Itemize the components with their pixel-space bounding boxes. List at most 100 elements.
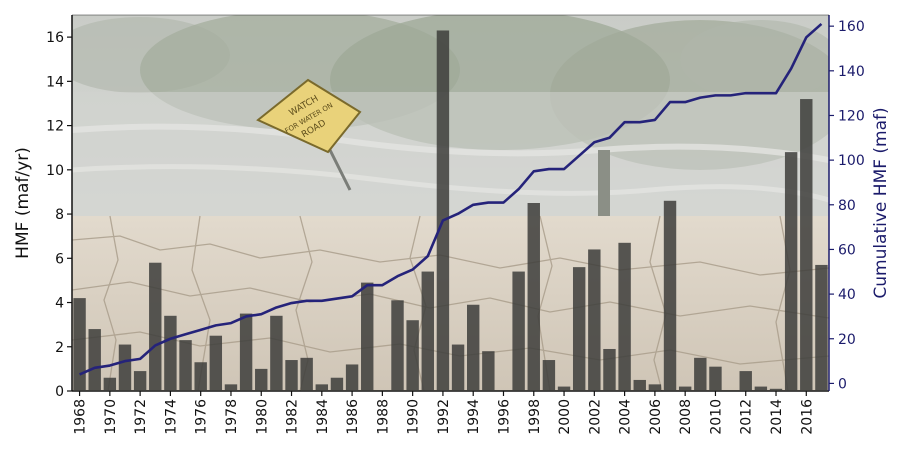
bar-series	[73, 30, 828, 392]
y-tick-label: 4	[55, 296, 64, 312]
x-tick-label: 2002	[587, 399, 603, 435]
bar-1972	[133, 371, 147, 391]
y-tick-label: 6	[55, 251, 64, 267]
bar-1974	[164, 315, 177, 391]
bar-1995	[482, 351, 495, 391]
bar-1971	[118, 344, 132, 391]
y2-tick-label: 100	[838, 153, 865, 169]
bar-1994	[467, 304, 480, 391]
x-tick-label: 2016	[799, 399, 815, 435]
bar-2004	[618, 242, 631, 391]
x-tick-label: 1978	[224, 399, 240, 435]
y2-tick-label: 140	[838, 64, 865, 80]
y-tick-label: 8	[55, 207, 64, 223]
y2-tick-label: 0	[838, 376, 847, 392]
x-tick-label: 1992	[436, 399, 452, 435]
y2-tick-label: 60	[838, 242, 856, 258]
y-tick-label: 12	[46, 119, 64, 135]
x-tick-label: 1990	[406, 399, 422, 435]
bar-2000	[557, 386, 571, 391]
bar-2003	[603, 348, 616, 391]
bar-2006	[648, 384, 662, 391]
bar-1969	[88, 329, 101, 391]
bar-2008	[678, 386, 692, 391]
y-tick-label: 0	[55, 384, 64, 400]
bar-1982	[285, 360, 298, 391]
x-tick-label: 1980	[254, 399, 270, 435]
bar-1977	[209, 335, 223, 391]
left-axis-ticks: 0 2 4 6 8 10 12 14 16	[46, 30, 72, 400]
cumulative-line	[79, 22, 823, 376]
right-axis-ticks: 0 20 40 60 80 100 120 140 160	[829, 19, 865, 392]
bar-2017	[815, 264, 828, 391]
bar-2001	[572, 267, 586, 391]
x-tick-label: 1984	[315, 399, 331, 435]
bar-1990	[406, 320, 419, 391]
y2-tick-label: 160	[838, 19, 865, 35]
x-tick-label: 1968	[73, 399, 89, 435]
bar-1975	[179, 340, 192, 391]
bar-1997	[512, 271, 525, 391]
bar-1973	[149, 262, 162, 391]
bar-1993	[451, 344, 465, 391]
bar-2012	[739, 371, 752, 391]
left-axis-title: HMF (maf/yr)	[13, 147, 33, 259]
road-sign: WATCH FOR WATER ON ROAD	[256, 78, 362, 154]
bar-1968	[73, 298, 86, 391]
bar-1992	[436, 30, 450, 391]
background-image: WATCH FOR WATER ON ROAD	[72, 15, 829, 391]
x-tick-label: 1982	[285, 399, 301, 435]
x-tick-label: 2006	[648, 399, 664, 435]
x-tick-label: 1998	[527, 399, 543, 435]
bar-2005	[633, 379, 646, 391]
bar-1999	[542, 360, 556, 391]
bar-1984	[315, 384, 329, 391]
bar-1985	[330, 377, 344, 391]
x-tick-label: 1986	[345, 399, 361, 435]
x-tick-label: 2010	[708, 399, 724, 435]
x-tick-label: 2014	[769, 399, 785, 435]
y-tick-label: 10	[46, 163, 64, 179]
bar-2002	[588, 249, 601, 391]
bar-1981	[270, 315, 283, 391]
bar-1998	[527, 203, 540, 391]
bar-1987	[361, 282, 374, 391]
flood-photo: WATCH FOR WATER ON ROAD	[72, 15, 829, 216]
y-tick-label: 16	[46, 30, 64, 46]
bar-2007	[663, 200, 677, 391]
bar-2014	[769, 388, 783, 391]
bar-1986	[345, 364, 359, 391]
bar-1970	[103, 377, 117, 391]
bar-1989	[391, 300, 404, 391]
x-axis-ticks: 1968 1970 1972 1974 1976 1978 1980 1982 1984 1986…	[73, 391, 815, 435]
x-tick-label: 1970	[103, 399, 119, 435]
y2-tick-label: 40	[838, 287, 856, 303]
bar-2013	[754, 386, 768, 391]
x-tick-label: 1996	[496, 399, 512, 435]
bar-2010	[709, 366, 722, 391]
x-tick-label: 1988	[375, 399, 391, 435]
bar-1978	[224, 384, 238, 391]
x-tick-label: 2000	[557, 399, 573, 435]
x-tick-label: 1976	[194, 399, 210, 435]
bar-1983	[300, 357, 313, 391]
x-tick-label: 1994	[466, 399, 482, 435]
x-tick-label: 1974	[163, 399, 179, 435]
y2-tick-label: 20	[838, 332, 856, 348]
y-tick-label: 14	[46, 74, 64, 90]
bar-1979	[239, 313, 253, 391]
bar-1980	[255, 368, 268, 391]
x-tick-label: 2012	[739, 399, 755, 435]
bar-1976	[194, 362, 207, 391]
bar-2016	[800, 99, 813, 392]
y2-tick-label: 120	[838, 108, 865, 124]
bar-1991	[421, 271, 434, 391]
cumulative-line-series	[79, 22, 823, 376]
y-tick-label: 2	[55, 340, 64, 356]
x-tick-label: 2008	[678, 399, 694, 435]
right-axis-title: Cumulative HMF (maf)	[871, 107, 891, 298]
bar-2009	[694, 357, 707, 391]
bar-2015	[784, 152, 798, 391]
y2-tick-label: 80	[838, 198, 856, 214]
